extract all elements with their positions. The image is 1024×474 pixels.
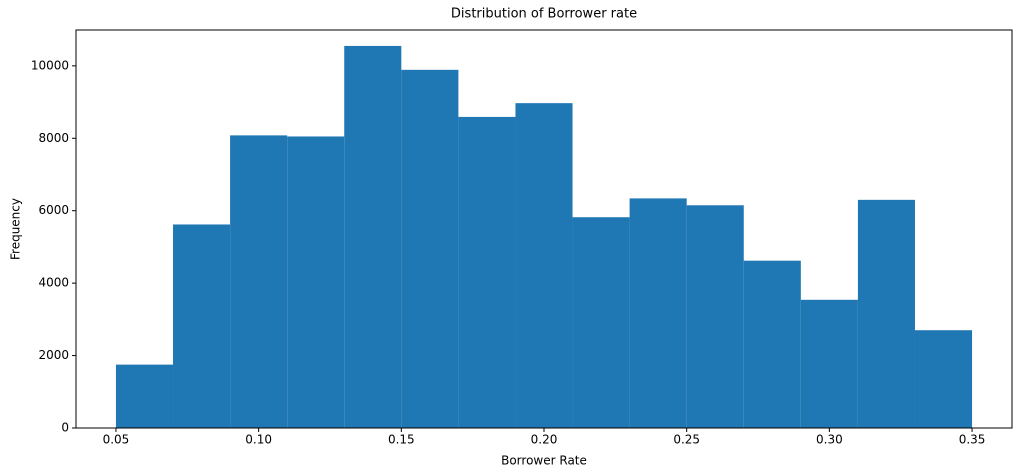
x-axis-label: Borrower Rate bbox=[501, 454, 587, 468]
y-tick-label: 6000 bbox=[38, 203, 69, 217]
plot-frame bbox=[75, 29, 1013, 429]
bar bbox=[401, 69, 459, 428]
chart-title: Distribution of Borrower rate bbox=[451, 7, 637, 22]
bar bbox=[800, 299, 858, 428]
y-tick-label: 4000 bbox=[38, 276, 69, 290]
bar bbox=[629, 198, 687, 428]
bar bbox=[857, 199, 915, 428]
bar bbox=[914, 330, 973, 428]
bar bbox=[686, 205, 744, 428]
bar bbox=[230, 135, 288, 428]
bar bbox=[515, 103, 573, 428]
x-tick-label: 0.35 bbox=[959, 433, 986, 447]
y-tick-label: 10000 bbox=[31, 58, 69, 72]
bar bbox=[344, 45, 402, 429]
y-tick-label: 8000 bbox=[38, 131, 69, 145]
x-tick-label: 0.05 bbox=[103, 433, 130, 447]
x-tick-label: 0.25 bbox=[673, 433, 700, 447]
bar bbox=[743, 260, 801, 428]
bar bbox=[173, 224, 231, 428]
x-tick-label: 0.10 bbox=[245, 433, 272, 447]
x-tick-label: 0.15 bbox=[388, 433, 415, 447]
bar bbox=[572, 217, 630, 428]
y-tick-label: 2000 bbox=[38, 348, 69, 362]
y-axis-label: Frequency bbox=[9, 198, 23, 260]
x-tick-label: 0.20 bbox=[531, 433, 558, 447]
x-tick-label: 0.30 bbox=[816, 433, 843, 447]
bar bbox=[458, 116, 516, 428]
bar bbox=[287, 136, 345, 428]
bar bbox=[115, 364, 174, 428]
y-tick-label: 0 bbox=[61, 421, 69, 435]
